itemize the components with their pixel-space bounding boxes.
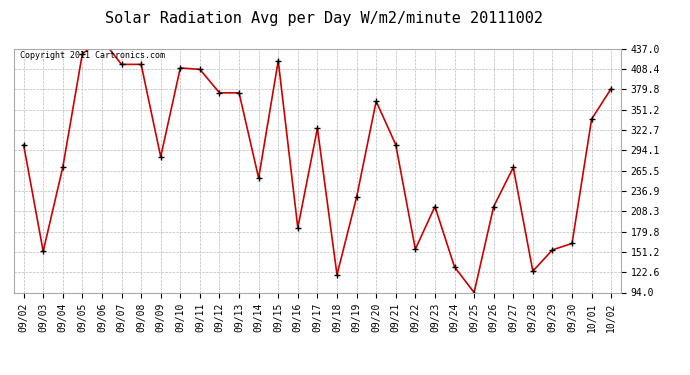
Text: Copyright 2011 Cartronics.com: Copyright 2011 Cartronics.com xyxy=(20,51,165,60)
Text: Solar Radiation Avg per Day W/m2/minute 20111002: Solar Radiation Avg per Day W/m2/minute … xyxy=(106,11,543,26)
